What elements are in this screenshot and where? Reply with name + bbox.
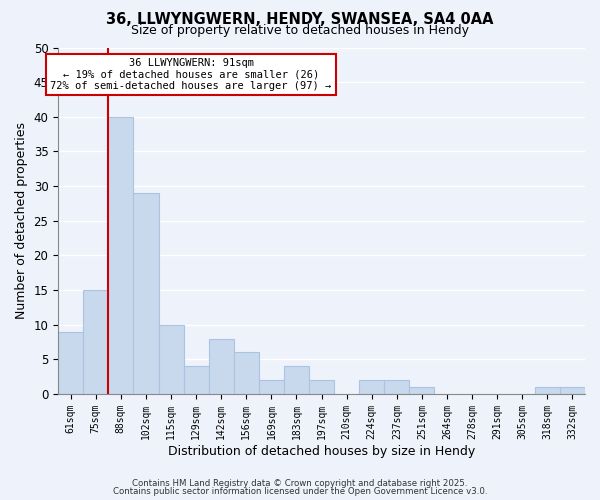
Text: 36 LLWYNGWERN: 91sqm
← 19% of detached houses are smaller (26)
72% of semi-detac: 36 LLWYNGWERN: 91sqm ← 19% of detached h… <box>50 58 332 91</box>
Bar <box>58 332 83 394</box>
X-axis label: Distribution of detached houses by size in Hendy: Distribution of detached houses by size … <box>168 444 475 458</box>
Bar <box>158 324 184 394</box>
Bar <box>133 193 158 394</box>
Text: Contains public sector information licensed under the Open Government Licence v3: Contains public sector information licen… <box>113 487 487 496</box>
Bar <box>234 352 259 394</box>
Y-axis label: Number of detached properties: Number of detached properties <box>15 122 28 319</box>
Bar <box>284 366 309 394</box>
Bar <box>309 380 334 394</box>
Text: 36, LLWYNGWERN, HENDY, SWANSEA, SA4 0AA: 36, LLWYNGWERN, HENDY, SWANSEA, SA4 0AA <box>106 12 494 28</box>
Bar <box>83 290 109 394</box>
Text: Contains HM Land Registry data © Crown copyright and database right 2025.: Contains HM Land Registry data © Crown c… <box>132 478 468 488</box>
Bar <box>560 387 585 394</box>
Bar <box>209 338 234 394</box>
Bar <box>409 387 434 394</box>
Bar <box>109 117 133 394</box>
Bar <box>184 366 209 394</box>
Bar <box>535 387 560 394</box>
Text: Size of property relative to detached houses in Hendy: Size of property relative to detached ho… <box>131 24 469 37</box>
Bar <box>359 380 384 394</box>
Bar <box>384 380 409 394</box>
Bar <box>259 380 284 394</box>
